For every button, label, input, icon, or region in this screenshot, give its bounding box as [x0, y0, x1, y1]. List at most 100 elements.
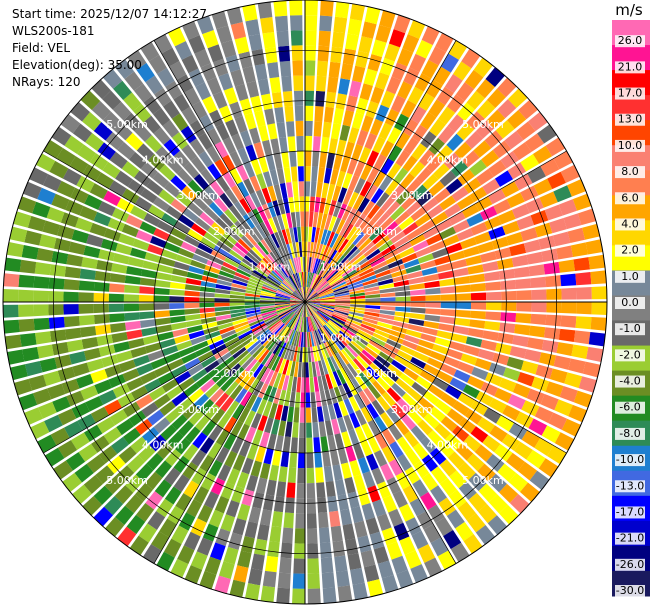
velocity-cell	[317, 497, 328, 513]
velocity-cell	[102, 69, 123, 89]
velocity-cell	[218, 561, 235, 580]
velocity-cell	[227, 363, 241, 377]
velocity-cell	[332, 201, 342, 218]
velocity-cell	[195, 415, 210, 432]
velocity-cell	[335, 93, 348, 110]
velocity-cell	[305, 287, 310, 302]
velocity-cell	[423, 363, 440, 377]
velocity-cell	[488, 473, 507, 493]
velocity-cell	[305, 302, 318, 312]
velocity-cell	[109, 151, 128, 169]
velocity-cell	[200, 378, 216, 393]
velocity-cell	[263, 281, 278, 290]
velocity-cell	[299, 422, 305, 438]
velocity-cell	[314, 278, 325, 291]
velocity-cell	[321, 572, 335, 589]
velocity-cell	[458, 417, 477, 434]
velocity-cell	[507, 88, 528, 109]
velocity-cell	[312, 314, 322, 329]
velocity-cell	[449, 470, 467, 489]
velocity-cell	[329, 372, 338, 388]
velocity-cell	[426, 156, 443, 173]
velocity-cell	[90, 406, 109, 423]
velocity-cell	[535, 364, 553, 380]
velocity-cell	[419, 369, 436, 384]
velocity-cell	[305, 287, 309, 302]
velocity-cell	[284, 329, 293, 344]
velocity-cell	[176, 168, 193, 185]
velocity-cell	[190, 259, 206, 270]
velocity-cell	[118, 233, 136, 247]
velocity-cell	[155, 271, 172, 281]
velocity-cell	[156, 67, 175, 87]
velocity-cell	[452, 325, 470, 336]
velocity-cell	[364, 311, 380, 318]
velocity-cell	[294, 528, 305, 544]
velocity-cell	[349, 289, 365, 295]
velocity-cell	[295, 257, 300, 273]
velocity-cell	[575, 272, 592, 286]
velocity-cell	[331, 31, 345, 49]
velocity-cell	[217, 322, 234, 330]
velocity-cell	[289, 0, 303, 16]
velocity-cell	[376, 395, 391, 412]
velocity-cell	[435, 399, 452, 415]
velocity-cell	[329, 318, 343, 329]
velocity-cell	[345, 538, 359, 556]
velocity-cell	[175, 254, 192, 265]
velocity-cell	[350, 304, 366, 308]
velocity-cell	[297, 467, 305, 484]
velocity-cell	[458, 462, 476, 481]
velocity-cell	[236, 164, 249, 181]
velocity-cell	[284, 278, 296, 291]
velocity-cell	[118, 359, 136, 373]
velocity-cell	[303, 271, 305, 287]
velocity-cell	[259, 221, 271, 237]
velocity-cell	[380, 302, 396, 306]
velocity-cell	[72, 362, 90, 377]
velocity-cell	[170, 322, 187, 331]
velocity-cell	[523, 239, 541, 253]
velocity-cell	[429, 118, 446, 137]
velocity-cell	[324, 358, 333, 374]
velocity-cell	[171, 391, 188, 407]
velocity-cell	[281, 75, 292, 92]
velocity-cell	[165, 80, 183, 100]
velocity-cell	[34, 331, 52, 345]
velocity-cell	[226, 253, 242, 265]
velocity-cell	[312, 136, 321, 152]
velocity-cell	[463, 344, 481, 357]
velocity-cell	[345, 274, 360, 284]
velocity-cell	[554, 399, 573, 417]
velocity-cell	[290, 296, 305, 302]
velocity-cell	[244, 521, 258, 539]
velocity-cell	[93, 292, 109, 302]
velocity-cell	[184, 290, 200, 297]
velocity-cell	[397, 81, 413, 100]
velocity-cell	[273, 153, 283, 170]
velocity-cell	[317, 45, 330, 62]
velocity-cell	[343, 346, 356, 361]
velocity-cell	[372, 136, 386, 154]
velocity-cell	[248, 33, 263, 51]
velocity-cell	[365, 453, 379, 471]
velocity-cell	[547, 171, 566, 190]
velocity-cell	[274, 297, 291, 301]
velocity-cell	[305, 295, 320, 302]
velocity-cell	[248, 506, 262, 524]
velocity-cell	[214, 197, 229, 213]
velocity-cell	[34, 262, 52, 276]
velocity-cell	[230, 366, 245, 381]
velocity-cell	[417, 419, 434, 436]
velocity-cell	[292, 573, 305, 589]
velocity-cell	[406, 227, 423, 241]
velocity-cell	[251, 48, 265, 66]
velocity-cell	[149, 434, 167, 452]
velocity-cell	[169, 315, 186, 324]
velocity-cell	[487, 515, 508, 535]
velocity-cell	[335, 219, 346, 235]
velocity-cell	[435, 32, 454, 53]
colorbar-tick-label: -26.0	[616, 558, 644, 571]
velocity-cell	[500, 312, 517, 323]
velocity-cell	[80, 385, 99, 401]
